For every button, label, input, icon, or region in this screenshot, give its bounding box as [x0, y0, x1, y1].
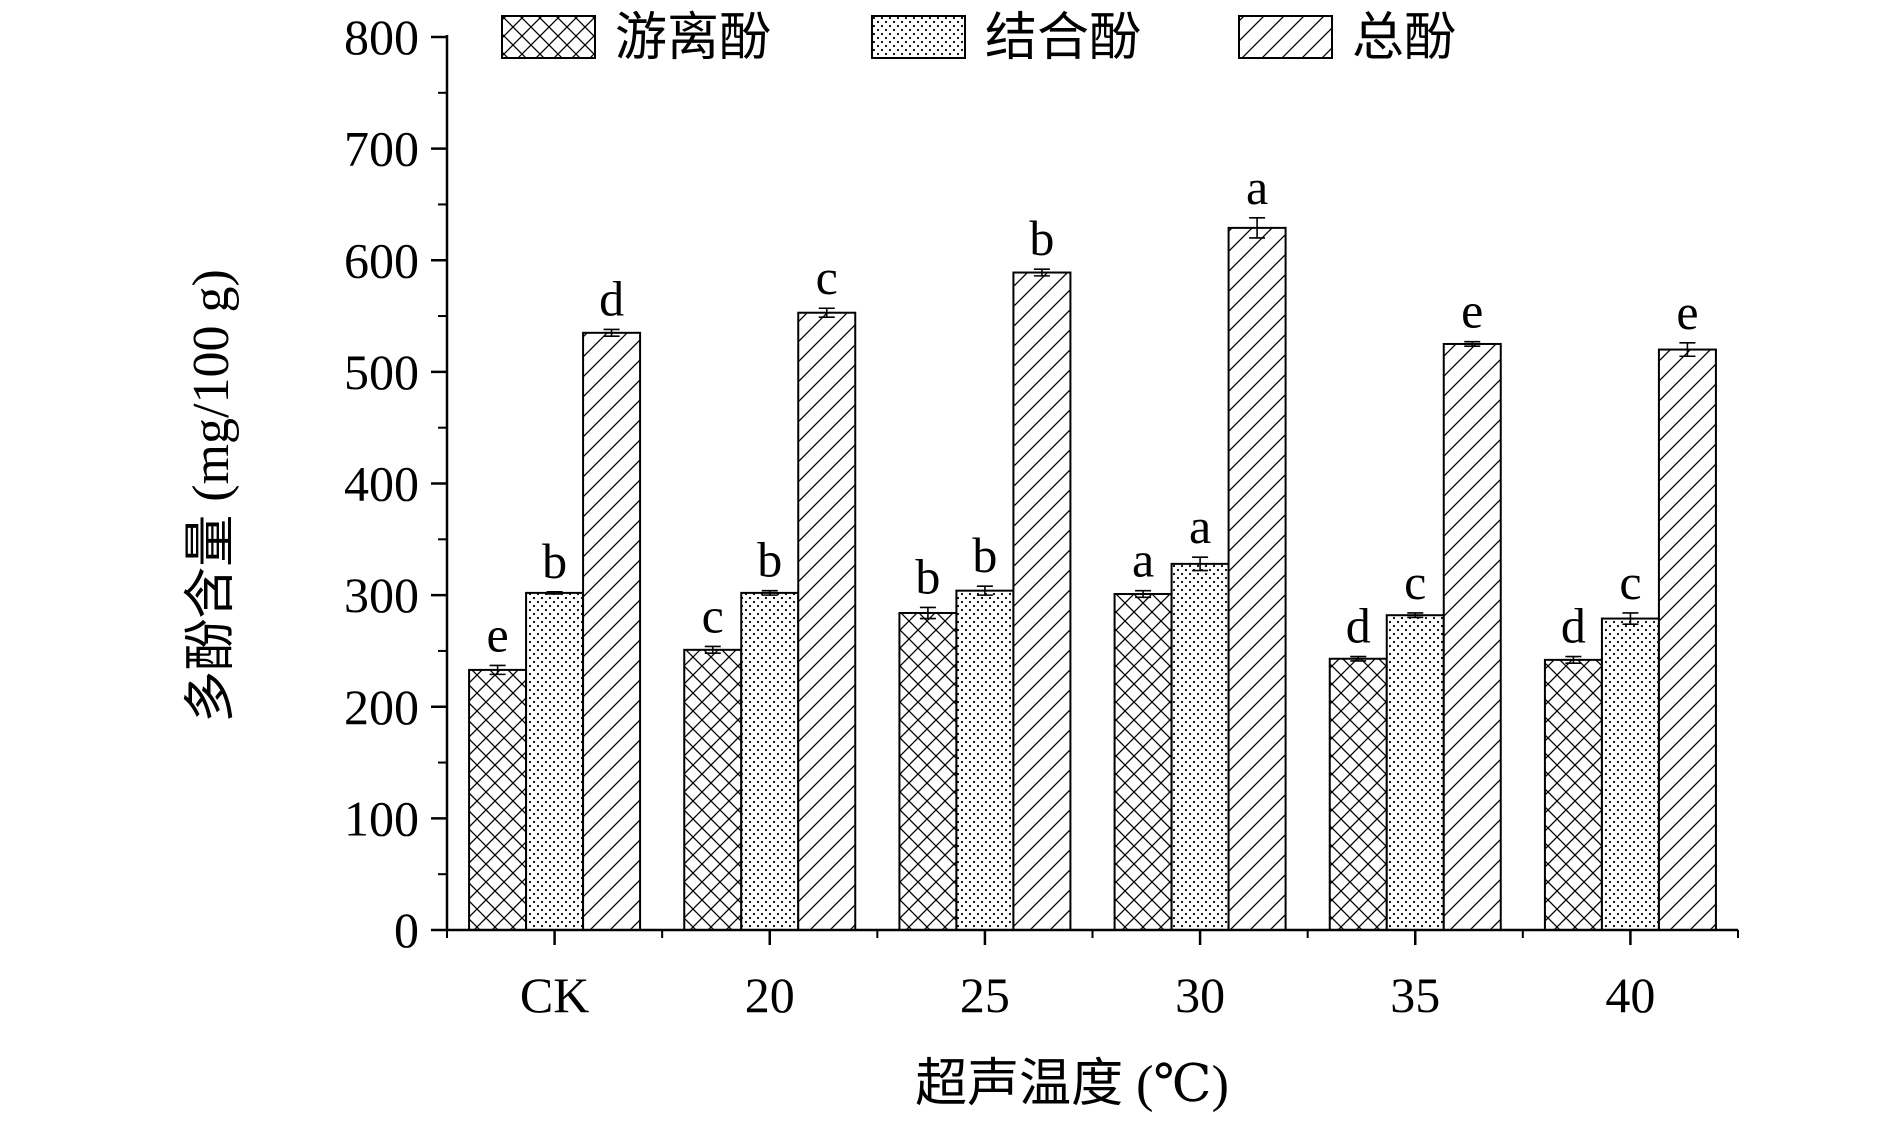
legend-label-1: 结合酚: [985, 10, 1141, 67]
significance-label-1-0: b: [542, 533, 567, 589]
bar-2-1: [797, 311, 857, 931]
error-bar-2-4: [1464, 340, 1481, 348]
bar-1-0: [525, 591, 585, 932]
y-tick-label-5: 500: [344, 344, 419, 400]
error-bar-1-4: [1407, 612, 1424, 619]
legend: 游离酚 结合酚 总酚: [501, 10, 1456, 67]
y-tick-label-3: 300: [344, 567, 419, 623]
error-bar-1-2: [976, 585, 993, 596]
significance-label-1-3: a: [1189, 498, 1211, 554]
error-bar-1-5: [1622, 612, 1639, 625]
error-bar-0-3: [1135, 589, 1152, 599]
x-tick-label-3: 30: [1175, 967, 1225, 1023]
significance-label-0-4: d: [1346, 598, 1371, 654]
legend-swatch-0: [501, 15, 596, 59]
x-tick-label-1: 20: [745, 967, 795, 1023]
y-tick-label-1: 100: [344, 790, 419, 846]
legend-item-1: 结合酚: [871, 10, 1141, 67]
bar-2-4: [1442, 342, 1502, 931]
bar-1-1: [740, 591, 800, 932]
legend-item-2: 总酚: [1238, 10, 1456, 67]
error-bar-0-1: [704, 645, 721, 654]
bar-1-3: [1170, 562, 1230, 931]
significance-label-0-0: e: [486, 606, 508, 662]
x-axis-title: 超声温度 (℃): [915, 1056, 1229, 1113]
bar-2-0: [582, 331, 642, 931]
significance-label-1-1: b: [757, 532, 782, 588]
significance-label-2-4: e: [1461, 283, 1483, 339]
x-tick-label-2: 25: [960, 967, 1010, 1023]
y-tick-label-4: 400: [344, 456, 419, 512]
significance-label-1-5: c: [1619, 554, 1641, 610]
bar-0-0: [468, 668, 528, 931]
significance-label-0-3: a: [1132, 532, 1154, 588]
legend-swatch-2: [1238, 15, 1333, 59]
y-tick-label-2: 200: [344, 679, 419, 735]
error-bar-2-1: [818, 307, 835, 318]
error-bar-1-0: [546, 590, 563, 595]
legend-label-0: 游离酚: [615, 10, 771, 67]
x-tick-label-4: 35: [1390, 967, 1440, 1023]
y-tick-label-7: 700: [344, 121, 419, 177]
error-bar-1-1: [761, 589, 778, 596]
bar-0-3: [1113, 593, 1173, 931]
bar-2-5: [1657, 348, 1717, 931]
x-tick-label-0: CK: [520, 967, 589, 1023]
bar-0-5: [1543, 658, 1603, 931]
error-bar-1-3: [1192, 556, 1209, 572]
bar-1-4: [1385, 614, 1445, 932]
y-tick-label-6: 600: [344, 232, 419, 288]
bar-0-1: [683, 648, 743, 931]
bar-1-5: [1600, 617, 1660, 931]
significance-label-2-1: c: [816, 249, 838, 305]
error-bar-0-2: [919, 606, 936, 620]
significance-label-2-3: a: [1246, 159, 1268, 215]
y-axis-title: 多酚含量 (mg/100 g): [183, 269, 240, 723]
axes: 0 100 200 300 400 500 600 700 800 CK 20 25 30 35 40: [344, 9, 1739, 1023]
legend-label-2: 总酚: [1352, 10, 1456, 67]
significance-label-0-1: c: [702, 587, 724, 643]
error-bar-2-3: [1249, 217, 1266, 239]
bar-2-3: [1227, 226, 1287, 932]
bar-0-2: [898, 611, 958, 931]
bar-2-2: [1012, 271, 1072, 931]
significance-label-1-4: c: [1404, 554, 1426, 610]
y-tick-label-0: 0: [394, 902, 419, 958]
y-tick-label-8: 800: [344, 9, 419, 65]
legend-swatch-1: [871, 15, 966, 59]
error-bar-0-5: [1565, 655, 1582, 665]
error-bar-0-0: [489, 664, 506, 676]
significance-label-2-5: e: [1676, 284, 1698, 340]
significance-label-2-0: d: [599, 270, 624, 326]
legend-item-0: 游离酚: [501, 10, 771, 67]
bar-0-4: [1328, 657, 1388, 931]
error-bar-0-4: [1350, 655, 1367, 662]
significance-label-1-2: b: [972, 527, 997, 583]
x-tick-label-5: 40: [1605, 967, 1655, 1023]
error-bar-2-5: [1679, 342, 1696, 358]
bar-1-2: [955, 589, 1015, 931]
significance-label-0-5: d: [1561, 598, 1586, 654]
error-bar-2-0: [603, 328, 620, 337]
significance-label-2-2: b: [1029, 210, 1054, 266]
significance-label-0-2: b: [915, 548, 940, 604]
error-bar-2-2: [1033, 268, 1050, 277]
